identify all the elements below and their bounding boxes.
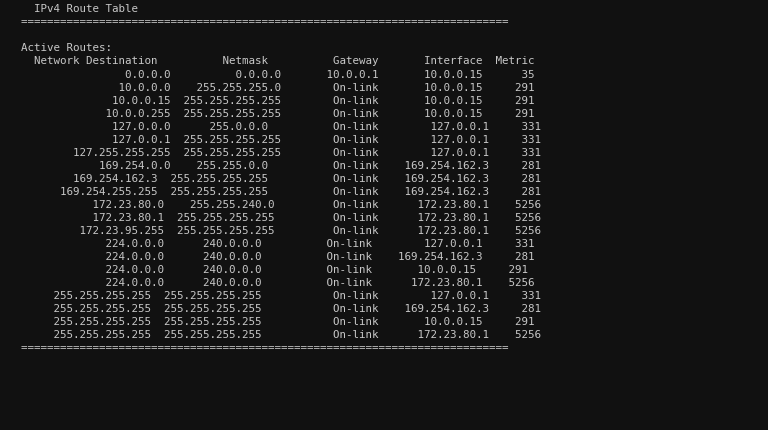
Text: IPv4 Route Table
  =============================================================: IPv4 Route Table =======================… [8, 4, 541, 353]
